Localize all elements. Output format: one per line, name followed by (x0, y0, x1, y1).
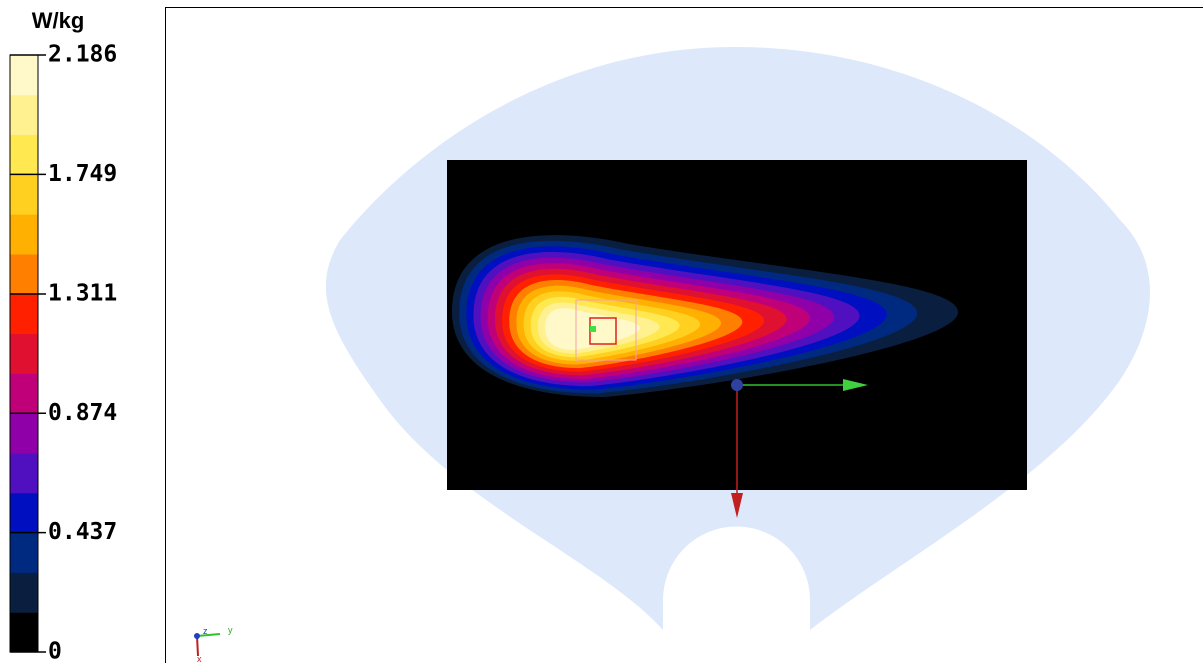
peak-marker (590, 326, 596, 332)
color-band (10, 453, 38, 494)
color-band (10, 413, 38, 454)
color-band (10, 532, 38, 573)
color-band (10, 174, 38, 215)
colorbar: 0 0.437 0.874 1.311 1.749 2.186 (9, 42, 117, 663)
triad-z (194, 633, 200, 639)
tick-label: 1.311 (48, 280, 117, 306)
tick-label: 1.749 (48, 161, 117, 187)
color-band (10, 492, 38, 534)
triad-y (196, 633, 221, 637)
color-band (10, 94, 38, 136)
tick-label: 0.437 (48, 519, 117, 545)
tick-label: 2.186 (48, 42, 117, 68)
unit-label: W/kg (32, 8, 85, 33)
origin (731, 379, 743, 391)
color-band (10, 293, 38, 335)
axis-y-head (843, 379, 868, 391)
triad-z-label: z (203, 626, 208, 636)
color-band (10, 254, 38, 295)
triad-x (196, 635, 199, 657)
triad-y-label: y (228, 625, 233, 635)
tick-label: 0.874 (48, 400, 117, 426)
color-band (10, 373, 38, 414)
triad-x-label: x (197, 654, 202, 663)
color-band (10, 214, 38, 255)
color-band (10, 612, 38, 653)
cube-outer (575, 299, 637, 361)
color-band (10, 134, 38, 175)
color-band (10, 333, 38, 374)
tick-label: 0 (48, 639, 62, 663)
color-band (10, 55, 38, 96)
axis-x-head (731, 493, 743, 518)
color-band (10, 572, 38, 613)
